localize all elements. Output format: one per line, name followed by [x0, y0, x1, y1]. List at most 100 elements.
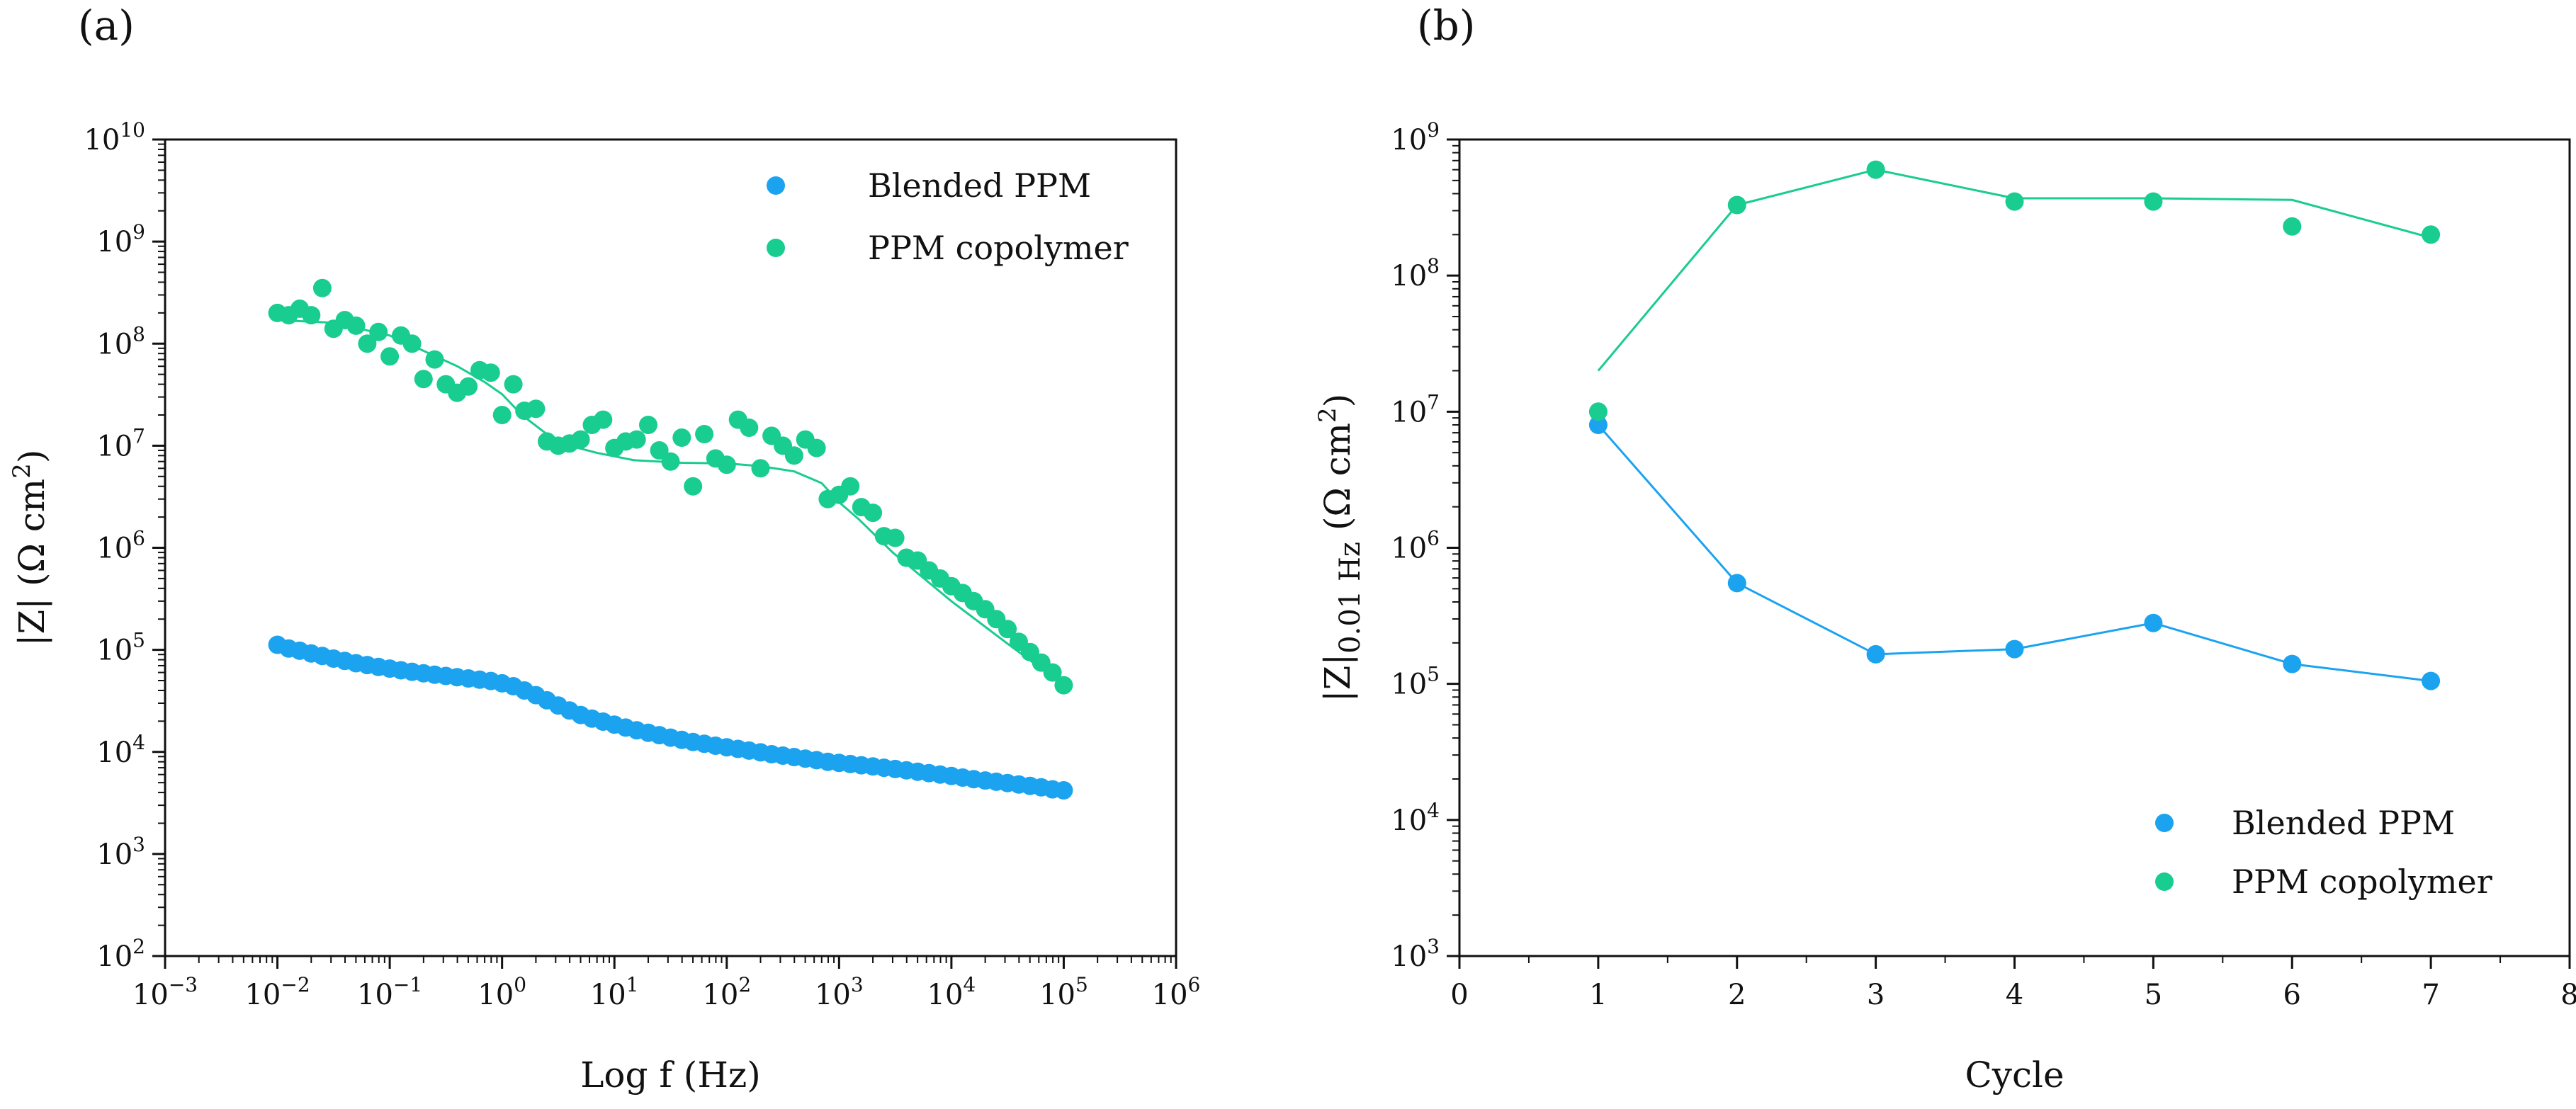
x-tick-label-b: 8 [2560, 979, 2576, 1011]
data-point-copolymer-a [864, 504, 883, 523]
data-point-copolymer-a [751, 459, 770, 478]
data-point-copolymer-a [358, 334, 377, 353]
y-tick-label-b: 105 [1391, 663, 1440, 701]
x-tick-label-a: 105 [1039, 973, 1088, 1011]
data-point-copolymer-a [650, 441, 669, 460]
x-tick-label-b: 5 [2145, 979, 2162, 1011]
x-tick-label-a: 101 [590, 973, 639, 1011]
legend-label-b: Blended PPM [2232, 804, 2455, 842]
y-tick-label-b: 104 [1391, 799, 1440, 837]
data-point-copolymer-b [1588, 402, 1608, 421]
y-tick-label-a: 105 [96, 629, 145, 667]
x-tick-label-b: 4 [2006, 979, 2023, 1011]
data-point-blended-b [1866, 644, 1885, 664]
data-point-copolymer-a [627, 430, 646, 449]
x-tick-label-a: 10−3 [132, 973, 198, 1011]
data-point-blended-b [2144, 613, 2163, 632]
legend-label-a: PPM copolymer [868, 229, 1129, 267]
data-point-copolymer-a [571, 430, 590, 449]
x-tick-label-a: 10−2 [244, 973, 310, 1011]
data-point-copolymer-a [425, 350, 444, 369]
data-point-copolymer-b [2005, 192, 2024, 211]
data-point-copolymer-a [841, 477, 860, 496]
data-point-copolymer-b [2144, 192, 2163, 211]
legend-label-a: Blended PPM [868, 166, 1091, 205]
x-tick-label-a: 10−1 [357, 973, 422, 1011]
legend-marker-a [767, 176, 785, 195]
data-point-copolymer-a [302, 306, 321, 325]
legend-label-b: PPM copolymer [2232, 863, 2492, 901]
data-point-copolymer-a [695, 425, 714, 443]
fit-line-copolymer-a [277, 319, 1065, 686]
y-tick-label-a: 103 [96, 833, 145, 871]
data-point-copolymer-a [672, 428, 691, 447]
x-tick-label-a: 102 [702, 973, 751, 1011]
data-point-copolymer-a [684, 477, 703, 496]
chart-panel-a: 10−3 10−2 10−1 100 101 102 103 104 105 106 102 103 1… [8, 118, 1200, 1096]
y-axis-label-a: |Z| (Ω cm2) [8, 450, 52, 647]
data-point-copolymer-b [1866, 160, 1885, 179]
data-point-blended-b [2422, 671, 2441, 690]
data-point-copolymer-a [312, 278, 332, 297]
x-tick-label-a: 103 [815, 973, 864, 1011]
data-point-copolymer-a [369, 322, 388, 341]
data-point-copolymer-a [380, 347, 400, 366]
data-point-copolymer-b [2422, 225, 2441, 244]
x-tick-label-a: 104 [927, 973, 976, 1011]
data-point-copolymer-a [504, 375, 523, 394]
y-tick-label-a: 102 [96, 935, 145, 973]
data-point-copolymer-a [402, 334, 422, 353]
data-point-copolymer-a [661, 452, 680, 471]
x-tick-label-a: 106 [1152, 973, 1201, 1011]
data-point-blended-b [2005, 639, 2024, 659]
data-point-copolymer-a [346, 316, 366, 335]
chart-panel-b: 0 1 2 3 4 5 6 7 8 103 104 105 106 107 108 109 Cycle |Z|0.… [1314, 118, 2576, 1096]
data-point-blended-b [2283, 654, 2302, 673]
x-tick-label-b: 0 [1450, 979, 1468, 1011]
data-point-copolymer-b [2283, 217, 2302, 236]
data-point-blended-a [1054, 781, 1073, 800]
data-point-copolymer-a [459, 377, 478, 396]
data-point-copolymer-a [886, 528, 905, 547]
y-tick-label-a: 1010 [84, 118, 145, 157]
panel-label-b: (b) [1417, 1, 1476, 50]
data-point-copolymer-a [414, 370, 433, 389]
data-point-copolymer-a [784, 446, 803, 465]
y-tick-label-a: 106 [96, 527, 145, 565]
x-axis-label-a: Log f (Hz) [580, 1054, 761, 1096]
y-tick-label-b: 108 [1391, 254, 1440, 292]
data-point-copolymer-a [740, 419, 759, 437]
x-tick-label-b: 1 [1589, 979, 1607, 1011]
legend-marker-b [2155, 872, 2174, 891]
y-tick-label-b: 106 [1391, 527, 1440, 565]
x-tick-label-b: 6 [2283, 979, 2301, 1011]
panel-label-a: (a) [78, 1, 135, 50]
legend-marker-b [2155, 814, 2174, 832]
data-point-copolymer-a [998, 620, 1017, 639]
x-tick-label-b: 2 [1728, 979, 1746, 1011]
data-point-copolymer-a [807, 438, 826, 457]
data-point-copolymer-b [1727, 195, 1746, 215]
data-point-copolymer-a [481, 363, 500, 382]
data-point-copolymer-a [717, 455, 736, 474]
y-tick-label-a: 109 [96, 220, 145, 258]
y-tick-label-a: 107 [96, 424, 145, 462]
y-tick-label-a: 108 [96, 322, 145, 360]
data-point-copolymer-a [1043, 663, 1062, 682]
legend-marker-a [767, 239, 785, 257]
data-point-copolymer-a [594, 410, 613, 429]
data-point-blended-b [1588, 416, 1608, 434]
y-tick-label-a: 104 [96, 731, 145, 769]
y-tick-label-b: 103 [1391, 935, 1440, 973]
data-point-copolymer-a [639, 416, 657, 434]
y-tick-label-b: 109 [1391, 118, 1440, 157]
y-tick-label-b: 107 [1391, 390, 1440, 428]
y-axis-label-b: |Z|0.01 Hz (Ω cm2) [1314, 394, 1367, 703]
data-point-copolymer-a [492, 406, 512, 424]
data-point-copolymer-a [1054, 676, 1073, 695]
x-tick-label-b: 3 [1867, 979, 1885, 1011]
data-point-copolymer-a [526, 399, 546, 419]
x-axis-label-b: Cycle [1965, 1054, 2064, 1096]
